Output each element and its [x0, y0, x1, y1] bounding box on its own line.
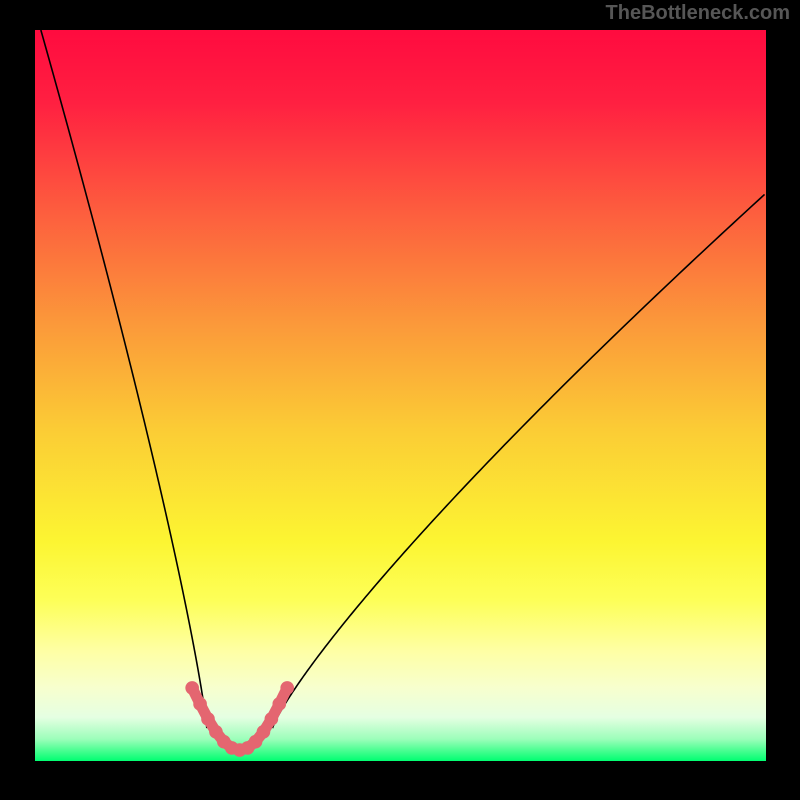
plot-area [35, 30, 766, 761]
bottom-u-dot [185, 681, 199, 695]
bottom-u-dot [265, 712, 279, 726]
bottom-u-dot [280, 681, 294, 695]
chart-svg [35, 30, 766, 761]
bottom-u-dot [201, 712, 215, 726]
bottom-u-dot [272, 697, 286, 711]
watermark-text: TheBottleneck.com [606, 2, 790, 25]
bottom-u-dot [257, 725, 271, 739]
gradient-background [35, 30, 766, 761]
bottom-u-dot [193, 697, 207, 711]
chart-root: TheBottleneck.com [0, 0, 800, 800]
